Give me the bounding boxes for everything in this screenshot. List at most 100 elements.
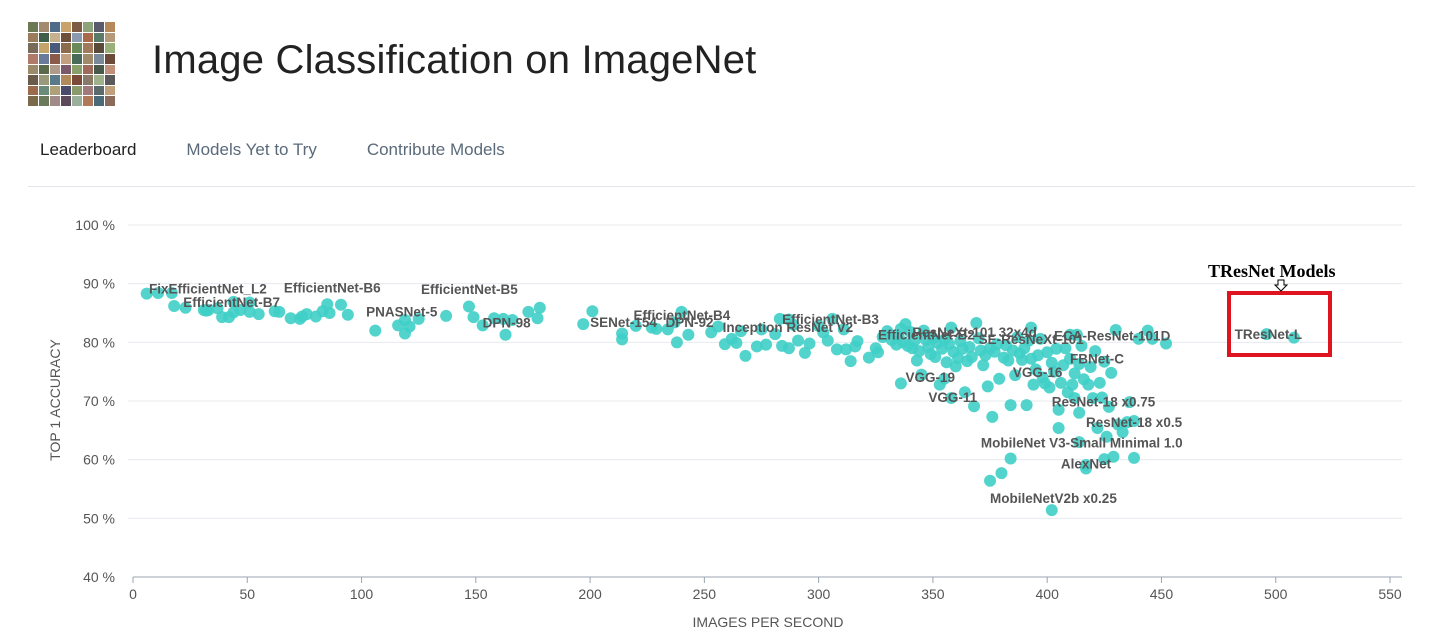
data-point[interactable] (1073, 406, 1086, 419)
tab-models-yet-to-try[interactable]: Models Yet to Try (186, 140, 317, 159)
data-point[interactable] (730, 336, 743, 349)
data-point[interactable] (769, 328, 782, 341)
data-point[interactable] (787, 318, 800, 331)
data-point[interactable] (881, 325, 894, 338)
data-point[interactable] (1027, 378, 1040, 391)
data-point[interactable] (1054, 376, 1067, 389)
data-point[interactable] (1082, 378, 1095, 391)
data-point[interactable] (179, 301, 192, 314)
data-point[interactable] (1009, 369, 1022, 382)
data-point[interactable] (929, 351, 942, 363)
data-point[interactable] (972, 332, 985, 345)
data-point[interactable] (1004, 399, 1017, 412)
data-point[interactable] (202, 304, 215, 317)
data-point[interactable] (650, 322, 663, 335)
data-point[interactable] (840, 343, 853, 356)
data-point[interactable] (986, 410, 999, 423)
tresnet-data-point[interactable] (1288, 331, 1301, 344)
data-point[interactable] (682, 328, 695, 341)
data-point[interactable] (1091, 421, 1104, 434)
data-point[interactable] (917, 324, 930, 337)
data-point[interactable] (908, 334, 921, 347)
data-point[interactable] (462, 300, 475, 313)
data-point[interactable] (533, 301, 546, 314)
data-point[interactable] (792, 334, 805, 347)
data-point[interactable] (760, 338, 773, 351)
data-point[interactable] (970, 316, 983, 329)
data-point[interactable] (284, 312, 297, 325)
data-point[interactable] (945, 321, 958, 334)
data-point[interactable] (1073, 358, 1086, 371)
data-point[interactable] (300, 308, 313, 321)
data-point[interactable] (1002, 354, 1015, 367)
data-point[interactable] (712, 320, 725, 333)
tab-leaderboard[interactable]: Leaderboard (40, 140, 137, 159)
data-point[interactable] (981, 380, 994, 393)
data-point[interactable] (1052, 421, 1065, 434)
data-point[interactable] (1022, 334, 1035, 347)
data-point[interactable] (782, 342, 795, 355)
data-point[interactable] (1146, 332, 1159, 345)
tab-contribute-models[interactable]: Contribute Models (366, 140, 505, 159)
data-point[interactable] (1016, 353, 1029, 366)
data-point[interactable] (499, 328, 512, 341)
data-point[interactable] (522, 305, 535, 318)
data-point[interactable] (577, 318, 590, 331)
data-point[interactable] (1089, 345, 1102, 358)
data-point[interactable] (1100, 430, 1113, 443)
data-point[interactable] (1011, 331, 1024, 344)
data-point[interactable] (369, 324, 382, 337)
data-point[interactable] (945, 392, 958, 405)
data-point[interactable] (1068, 392, 1081, 405)
data-point[interactable] (837, 323, 850, 336)
data-point[interactable] (739, 349, 752, 362)
data-point[interactable] (273, 305, 286, 318)
data-point[interactable] (165, 287, 178, 300)
data-point[interactable] (1032, 349, 1045, 362)
data-point[interactable] (965, 351, 978, 363)
data-point[interactable] (915, 368, 928, 381)
data-point[interactable] (1068, 367, 1081, 380)
data-point[interactable] (488, 312, 501, 325)
data-point[interactable] (1045, 504, 1058, 517)
data-point[interactable] (798, 346, 811, 359)
data-point[interactable] (670, 336, 683, 349)
data-point[interactable] (467, 311, 480, 324)
data-point[interactable] (851, 335, 864, 348)
data-point[interactable] (243, 296, 256, 309)
tresnet-data-point[interactable] (1260, 328, 1273, 341)
data-point[interactable] (675, 305, 688, 318)
data-point[interactable] (1064, 352, 1077, 365)
data-point[interactable] (243, 305, 256, 318)
data-point[interactable] (1109, 324, 1122, 337)
data-point[interactable] (755, 323, 768, 336)
data-point[interactable] (1050, 342, 1063, 355)
data-point[interactable] (1034, 332, 1047, 345)
data-point[interactable] (938, 372, 951, 385)
data-point[interactable] (1066, 378, 1079, 391)
data-point[interactable] (734, 325, 747, 338)
data-point[interactable] (1025, 321, 1038, 334)
data-point[interactable] (984, 474, 997, 487)
data-point[interactable] (412, 312, 425, 325)
data-point[interactable] (977, 359, 990, 372)
data-point[interactable] (1093, 376, 1106, 389)
data-point[interactable] (1048, 365, 1061, 378)
data-point[interactable] (252, 308, 265, 321)
data-point[interactable] (1070, 328, 1083, 341)
data-point[interactable] (844, 355, 857, 368)
data-point[interactable] (1041, 346, 1054, 359)
data-point[interactable] (1080, 462, 1093, 475)
data-point[interactable] (826, 312, 839, 325)
data-point[interactable] (773, 312, 786, 325)
data-point[interactable] (1107, 450, 1120, 463)
data-point[interactable] (1086, 392, 1099, 405)
data-point[interactable] (234, 304, 247, 317)
data-point[interactable] (1043, 381, 1056, 394)
data-point[interactable] (821, 334, 834, 347)
data-point[interactable] (913, 345, 926, 358)
data-point[interactable] (1105, 366, 1118, 379)
data-point[interactable] (1004, 452, 1017, 465)
data-point[interactable] (1075, 339, 1088, 352)
data-point[interactable] (1073, 436, 1086, 449)
